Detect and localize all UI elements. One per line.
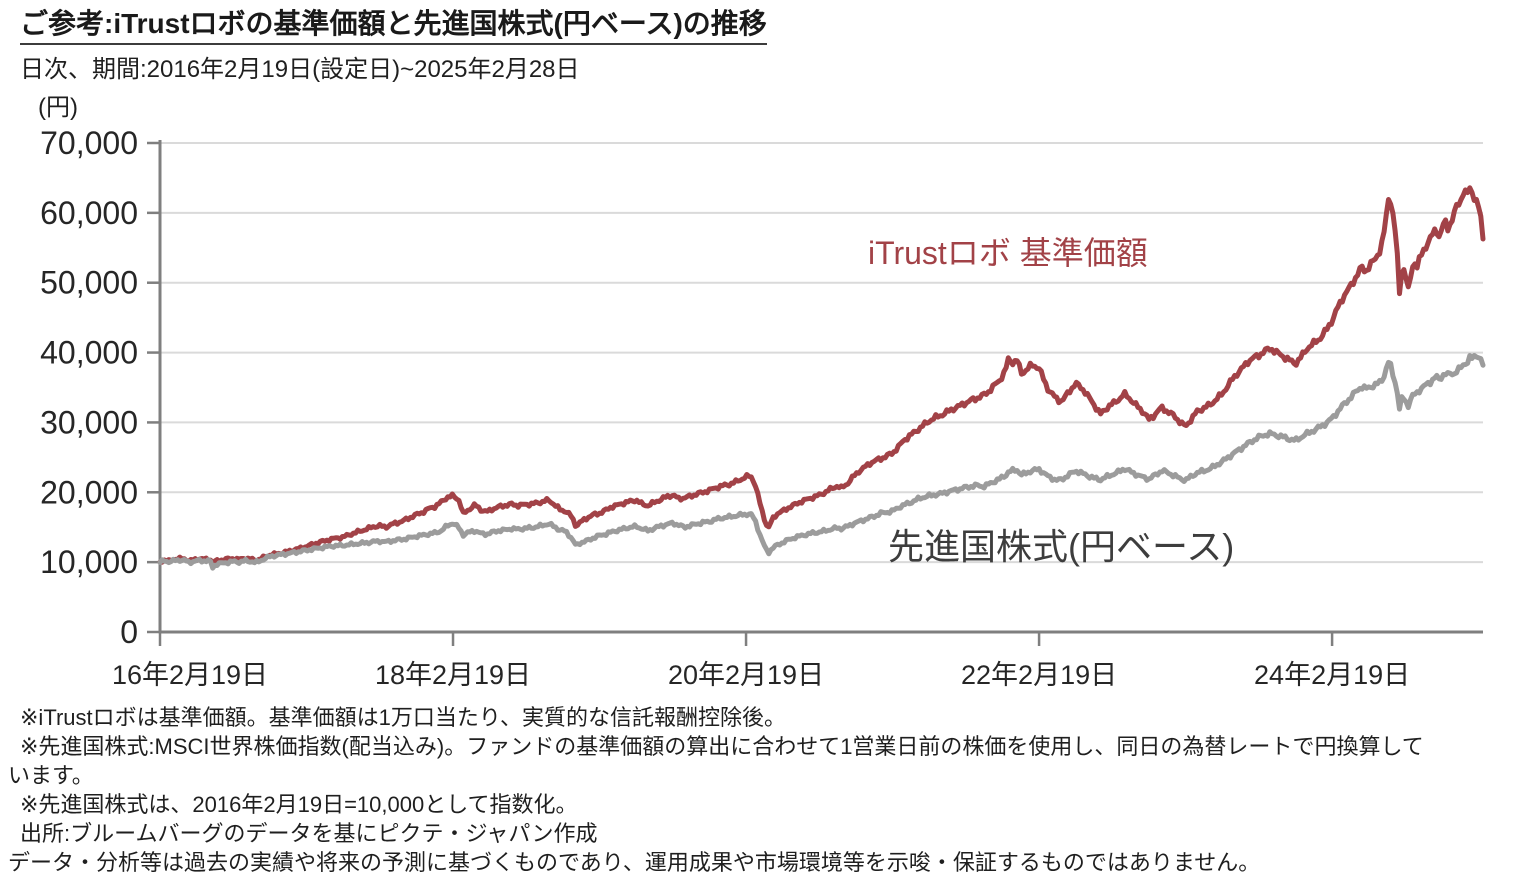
- y-tick-label: 20,000: [40, 474, 138, 510]
- series-label-fund: iTrustロボ 基準価額: [868, 235, 1148, 271]
- x-tick-label: 24年2月19日: [1254, 660, 1410, 690]
- title-wrap: ご参考:iTrustロボの基準価額と先進国株式(円ベース)の推移: [20, 6, 767, 45]
- footnote-line-6: データ・分析等は過去の実績や将来の予測に基づくものであり、運用成果や市場環境等を…: [8, 850, 1261, 875]
- tick-labels: 0 10,000 20,000 30,000 40,000 50,000 60,000 70,…: [40, 125, 1410, 690]
- y-tick-label: 40,000: [40, 335, 138, 371]
- y-tick-label: 60,000: [40, 195, 138, 231]
- y-tick-label: 70,000: [40, 125, 138, 161]
- footnote-line-4: ※先進国株式は、2016年2月19日=10,000として指数化。: [20, 792, 578, 817]
- series-lines: [157, 185, 1486, 571]
- x-tick-label: 18年2月19日: [375, 660, 531, 690]
- y-axis-unit-label: (円): [38, 94, 78, 121]
- y-tick-label: 0: [120, 614, 138, 650]
- axes: [147, 140, 1483, 646]
- y-tick-label: 30,000: [40, 404, 138, 440]
- series-line-index: [157, 353, 1486, 571]
- page-title: ご参考:iTrustロボの基準価額と先進国株式(円ベース)の推移: [20, 6, 767, 45]
- footnote-line-1: ※iTrustロボは基準価額。基準価額は1万口当たり、実質的な信託報酬控除後。: [20, 705, 786, 730]
- series-label-index: 先進国株式(円ベース): [888, 526, 1235, 567]
- series-line-fund: [157, 185, 1486, 566]
- chart-subtitle: 日次、期間:2016年2月19日(設定日)~2025年2月28日: [20, 56, 580, 83]
- footnote-line-3: います。: [8, 763, 94, 788]
- y-tick-label: 50,000: [40, 265, 138, 301]
- x-tick-label: 22年2月19日: [961, 660, 1117, 690]
- y-tick-label: 10,000: [40, 544, 138, 580]
- footnote-line-2: ※先進国株式:MSCI世界株価指数(配当込み)。ファンドの基準価額の算出に合わせ…: [20, 734, 1424, 759]
- x-tick-label: 20年2月19日: [668, 660, 824, 690]
- gridlines: [160, 142, 1483, 564]
- footnote-line-5: 出所:ブルームバーグのデータを基にピクテ・ジャパン作成: [20, 821, 598, 846]
- x-tick-label: 16年2月19日: [112, 660, 268, 690]
- footnotes: ※iTrustロボは基準価額。基準価額は1万口当たり、実質的な信託報酬控除後。 …: [0, 703, 1531, 877]
